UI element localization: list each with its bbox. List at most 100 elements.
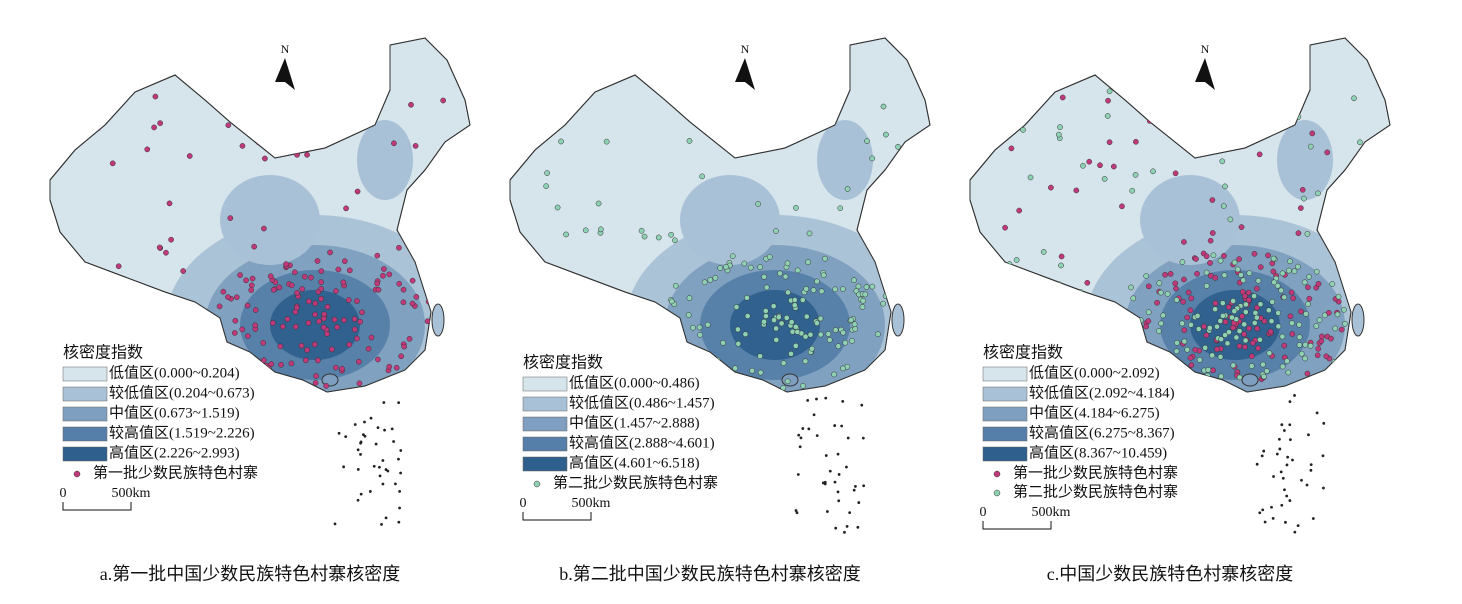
village-point xyxy=(1221,272,1228,279)
village-point xyxy=(1252,310,1259,316)
legend-swatch xyxy=(62,446,108,462)
village-point xyxy=(771,112,778,119)
village-point xyxy=(334,324,341,330)
village-point xyxy=(732,365,739,372)
island-dot xyxy=(369,416,373,420)
village-point xyxy=(439,354,446,361)
village-point xyxy=(671,354,678,360)
village-point xyxy=(1202,344,1209,351)
scale-end: 500km xyxy=(112,486,151,501)
village-point xyxy=(1200,115,1207,122)
island-dot xyxy=(845,524,849,528)
legend-label: 第二批少数民族特色村寨 xyxy=(553,473,718,491)
legend-swatch xyxy=(982,446,1028,462)
village-point xyxy=(304,347,310,353)
village-point xyxy=(1255,345,1262,352)
village-point xyxy=(1303,311,1309,317)
island-dot xyxy=(397,401,401,405)
island-dot xyxy=(1322,421,1326,425)
village-point xyxy=(251,243,257,250)
village-point xyxy=(771,317,777,323)
island-dot xyxy=(834,526,838,530)
island-dot xyxy=(824,396,828,400)
village-point xyxy=(1106,88,1113,95)
village-point xyxy=(1215,378,1221,385)
village-point xyxy=(1143,273,1150,279)
village-point xyxy=(1110,163,1117,170)
island-dot xyxy=(398,506,401,510)
village-point xyxy=(563,231,569,238)
village-point xyxy=(1055,131,1062,138)
village-point xyxy=(1281,342,1288,349)
village-point xyxy=(1274,282,1281,289)
village-point xyxy=(1226,329,1232,336)
village-point xyxy=(763,313,769,319)
island-dot xyxy=(356,448,360,452)
village-point xyxy=(1207,237,1214,244)
village-point xyxy=(292,309,299,315)
island-dot xyxy=(862,484,866,488)
village-point xyxy=(260,340,267,346)
village-point xyxy=(252,322,259,329)
village-point xyxy=(291,269,298,276)
island-dot xyxy=(372,464,376,468)
village-point xyxy=(741,260,748,267)
village-point xyxy=(186,153,193,159)
island-dot xyxy=(1300,478,1303,482)
village-point xyxy=(1130,295,1137,302)
village-point xyxy=(773,325,779,332)
village-point xyxy=(244,302,251,309)
village-point xyxy=(1115,316,1122,323)
village-point xyxy=(346,341,353,348)
island-dot xyxy=(1262,449,1266,453)
village-point xyxy=(144,146,151,153)
village-point xyxy=(318,285,324,292)
island-dot xyxy=(837,499,841,503)
island-dot xyxy=(1311,517,1315,520)
village-point xyxy=(802,358,809,365)
village-point xyxy=(880,300,887,307)
village-point xyxy=(849,337,855,344)
island-dot xyxy=(397,457,400,461)
village-point xyxy=(694,364,701,370)
village-point xyxy=(1296,342,1303,348)
village-point xyxy=(780,360,787,366)
village-point xyxy=(1239,95,1245,102)
village-point xyxy=(1296,334,1303,341)
island-dot xyxy=(1280,423,1284,427)
village-point xyxy=(1222,318,1229,325)
village-point xyxy=(668,298,675,305)
legend-swatch xyxy=(522,376,568,392)
village-point xyxy=(1127,328,1134,335)
village-point xyxy=(582,227,589,234)
village-point xyxy=(1315,280,1322,287)
density-zone xyxy=(817,120,873,200)
village-point xyxy=(1133,138,1139,145)
village-point xyxy=(1229,314,1235,321)
village-point xyxy=(267,273,274,280)
island-dot xyxy=(845,465,848,469)
village-point xyxy=(543,183,549,190)
village-point xyxy=(1209,377,1215,384)
island-dot xyxy=(1260,454,1264,458)
village-point xyxy=(156,244,163,251)
village-point xyxy=(328,346,335,353)
village-point xyxy=(393,364,400,371)
village-point xyxy=(1325,309,1332,316)
village-point xyxy=(1238,272,1244,278)
village-point xyxy=(1027,174,1034,181)
village-point xyxy=(718,91,725,97)
village-point xyxy=(180,268,187,274)
village-point xyxy=(1137,330,1144,337)
village-point xyxy=(1256,151,1263,158)
village-point xyxy=(1352,362,1359,369)
village-point xyxy=(1301,279,1308,286)
island-dot xyxy=(356,498,360,502)
village-point xyxy=(312,311,318,318)
legend-swatch xyxy=(982,406,1028,422)
village-point xyxy=(788,350,794,357)
village-point xyxy=(778,320,785,327)
village-point xyxy=(763,284,770,291)
village-point xyxy=(1289,320,1295,326)
village-point xyxy=(835,343,842,350)
